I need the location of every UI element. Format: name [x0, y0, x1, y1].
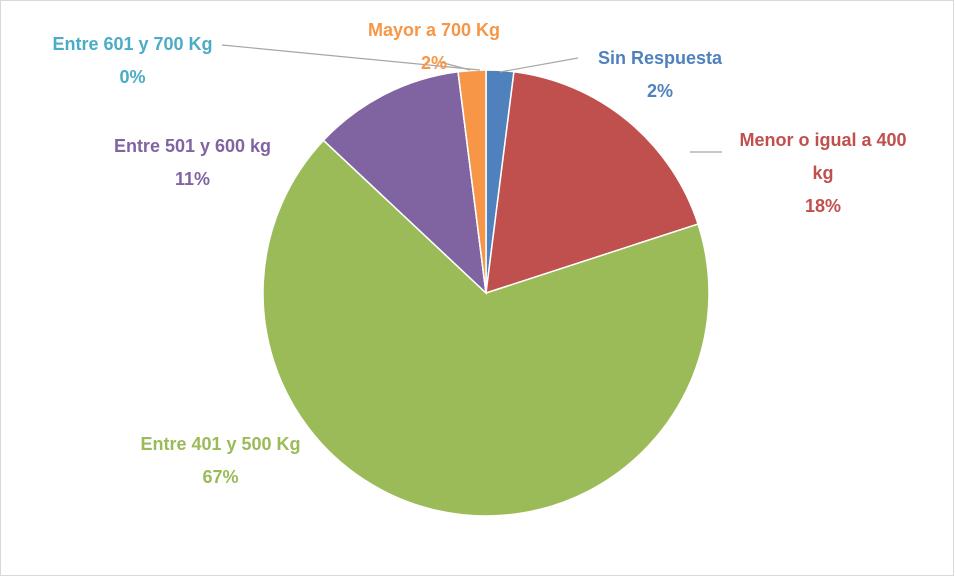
leader-line [499, 57, 579, 73]
data-label: Entre 501 y 600 kg 11% [110, 130, 275, 196]
leader-line [221, 44, 481, 71]
leader-line [439, 61, 471, 71]
value-label: 2% [646, 81, 673, 101]
category-label: Entre 401 y 500 Kg [140, 434, 301, 454]
pie-slice [262, 139, 710, 517]
category-label: Menor o igual a 400 kg [739, 130, 907, 183]
value-label: 18% [804, 196, 842, 216]
value-label: 2% [420, 53, 447, 73]
category-label: Entre 501 y 600 kg [113, 136, 272, 156]
value-label: 0% [119, 67, 146, 87]
data-label: Mayor a 700 Kg 2% [334, 14, 534, 80]
data-label: Menor o igual a 400 kg 18% [728, 124, 918, 223]
value-label: 11% [174, 169, 211, 189]
data-label: Entre 601 y 700 Kg 0% [40, 28, 225, 94]
pie-slice [322, 70, 488, 295]
value-label: 67% [202, 467, 239, 487]
category-label: Mayor a 700 Kg [367, 20, 501, 40]
category-label: Entre 601 y 700 Kg [52, 34, 213, 54]
category-label: Sin Respuesta [597, 48, 723, 68]
data-label: Sin Respuesta 2% [560, 42, 760, 108]
data-label: Entre 401 y 500 Kg 67% [128, 428, 313, 494]
pie-slice [485, 70, 700, 295]
pie-slice [457, 69, 487, 294]
